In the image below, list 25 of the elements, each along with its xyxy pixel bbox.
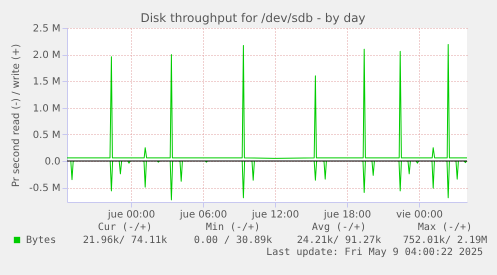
- line-series: [67, 44, 467, 159]
- y-tick-label: -0.5 M: [29, 183, 60, 194]
- text: 24.21k/ 91.27k: [296, 235, 382, 246]
- text: 752.01k/ 2.19M: [402, 235, 488, 246]
- text: Avg (-/+): [312, 222, 366, 233]
- x-tick-label: vie 00:00: [396, 210, 443, 220]
- text: Max (-/+): [418, 222, 472, 233]
- y-axis-title: Pr second read (-) / write (+): [11, 44, 22, 188]
- x-tick-label: jue 18:00: [322, 210, 372, 220]
- chart-title: Disk throughput for /dev/sdb - by day: [140, 11, 366, 25]
- x-tick-label: jue 12:00: [250, 210, 300, 220]
- text: 0.00 / 30.89k: [194, 235, 272, 246]
- y-tick-label: 2.5 M: [32, 24, 60, 34]
- y-tick-label: 1.5 M: [32, 76, 60, 88]
- x-tick-label: jue 00:00: [106, 210, 156, 220]
- text: Min (-/+): [206, 222, 260, 233]
- x-tick-label: jue 06:00: [178, 210, 228, 220]
- y-tick-label: 0.0: [44, 156, 60, 168]
- y-tick-label: 0.5 M: [32, 130, 60, 141]
- text: Last update: Fri May 9 04:00:22 2025: [266, 247, 483, 258]
- y-tick-label: 2.0 M: [32, 50, 60, 62]
- legend-label: Bytes: [26, 235, 56, 246]
- text: Cur (-/+): [98, 222, 152, 233]
- y-tick-label: 1.0 M: [32, 103, 60, 114]
- text: 21.96k/ 74.11k: [82, 235, 168, 246]
